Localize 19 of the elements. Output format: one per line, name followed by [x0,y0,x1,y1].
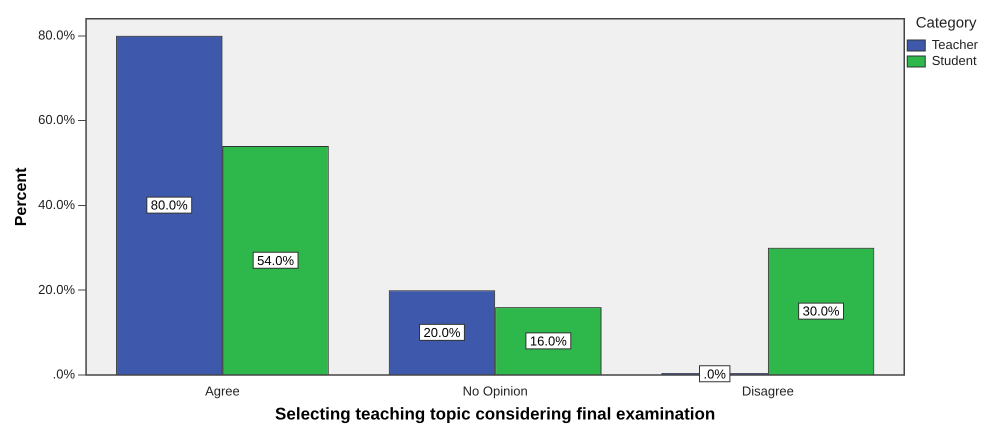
data-label: .0% [704,366,726,382]
data-label: 80.0% [150,198,188,213]
y-tick-label: .0% [52,366,76,382]
y-tick-label: 20.0% [38,282,76,297]
data-label: 30.0% [802,304,840,319]
x-tick-label: Agree [205,383,240,398]
legend-label: Student [932,53,977,68]
data-label: 20.0% [424,324,461,340]
x-tick-label: Disagree [742,383,794,398]
y-tick-label: 40.0% [38,196,76,212]
data-label: 54.0% [257,252,294,268]
x-tick-label: No Opinion [462,383,528,398]
data-label: 16.0% [530,333,568,348]
y-tick-label: 60.0% [38,112,76,128]
x-axis-title: Selecting teaching topic considering final examination [275,404,716,424]
legend-title: Category [916,14,978,32]
y-axis-title: Percent [13,166,30,226]
y-tick-label: 80.0% [38,27,76,42]
legend-label: Teacher [932,37,979,52]
